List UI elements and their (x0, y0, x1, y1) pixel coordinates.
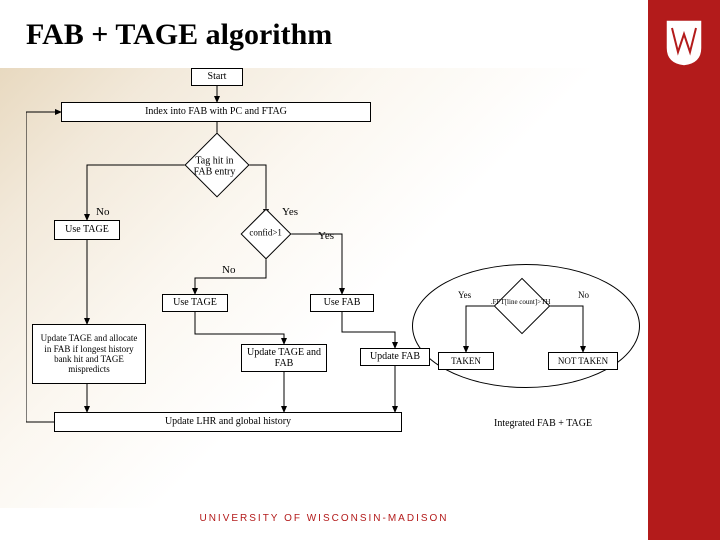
label-yes3: Yes (458, 290, 471, 300)
node-usetage2: Use TAGE (162, 294, 228, 312)
node-taghit: Tag hit in FAB entry (184, 132, 249, 197)
node-upd-lhr: Update LHR and global history (54, 412, 402, 432)
node-index: Index into FAB with PC and FTAG (61, 102, 371, 122)
node-usefab: Use FAB (310, 294, 374, 312)
page-title: FAB + TAGE algorithm (26, 18, 332, 52)
brand-red-bar (648, 0, 720, 540)
flowchart: Start Index into FAB with PC and FTAG Us… (26, 68, 646, 498)
label-yes1: Yes (282, 206, 298, 218)
label-no1: No (96, 206, 109, 218)
node-upd-fab: Update FAB (360, 348, 430, 366)
label-no2: No (222, 264, 235, 276)
node-taken: TAKEN (438, 352, 494, 370)
node-start: Start (191, 68, 243, 86)
label-no3: No (578, 290, 589, 300)
node-upd-tage-fab: Update TAGE and FAB (241, 344, 327, 372)
sub-caption: Integrated FAB + TAGE (494, 418, 592, 429)
uw-crest-icon (664, 18, 704, 68)
node-nottaken: NOT TAKEN (548, 352, 618, 370)
node-usetage1: Use TAGE (54, 220, 120, 240)
label-yes2: Yes (318, 230, 334, 242)
node-upd-tage-alloc: Update TAGE and allocate in FAB if longe… (32, 324, 146, 384)
footer-text: UNIVERSITY OF WISCONSIN-MADISON (0, 513, 648, 524)
